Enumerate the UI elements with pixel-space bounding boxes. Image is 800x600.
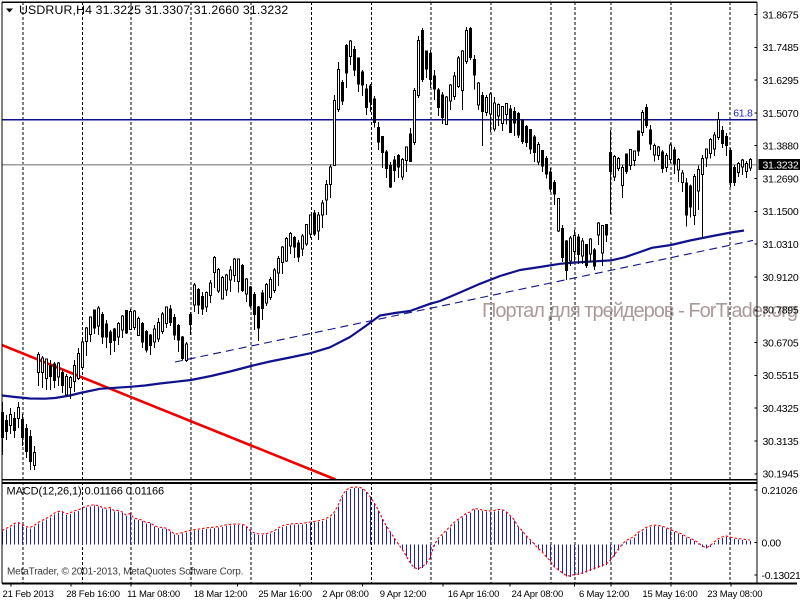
- svg-text:30.6705: 30.6705: [763, 337, 799, 349]
- svg-text:2 Apr 08:00: 2 Apr 08:00: [322, 589, 368, 600]
- svg-text:USDRUR,H4 31.3225 31.3307 31.: USDRUR,H4 31.3225 31.3307 31.2660 31.323…: [19, 3, 288, 17]
- svg-text:31.3232: 31.3232: [763, 159, 799, 171]
- svg-text:Портал для трейдеров - ForTrad: Портал для трейдеров - ForTrader.org: [482, 300, 798, 322]
- svg-text:31.3880: 31.3880: [763, 141, 799, 153]
- svg-text:31.0310: 31.0310: [763, 239, 799, 251]
- svg-text:30.5515: 30.5515: [763, 370, 799, 382]
- svg-text:25 Mar 16:00: 25 Mar 16:00: [258, 589, 312, 600]
- svg-text:31.8675: 31.8675: [763, 9, 799, 21]
- svg-text:31.5070: 31.5070: [763, 108, 799, 120]
- svg-text:23 May 08:00: 23 May 08:00: [707, 589, 762, 600]
- svg-text:61.8: 61.8: [733, 108, 753, 120]
- svg-text:30.4325: 30.4325: [763, 403, 799, 415]
- svg-text:30.7895: 30.7895: [763, 305, 799, 317]
- svg-text:0.21026: 0.21026: [762, 485, 798, 497]
- svg-text:21 Feb 2013: 21 Feb 2013: [3, 589, 54, 600]
- svg-text:15 May 16:00: 15 May 16:00: [642, 589, 697, 600]
- svg-text:6 May 12:00: 6 May 12:00: [579, 589, 629, 600]
- svg-text:31.6295: 31.6295: [763, 75, 799, 87]
- svg-text:0.00: 0.00: [762, 538, 782, 550]
- svg-text:9 Apr 12:00: 9 Apr 12:00: [380, 589, 426, 600]
- svg-text:28 Feb 16:00: 28 Feb 16:00: [66, 589, 120, 600]
- svg-text:18 Mar 12:00: 18 Mar 12:00: [194, 589, 248, 600]
- svg-text:31.7485: 31.7485: [763, 42, 799, 54]
- svg-text:16 Apr 16:00: 16 Apr 16:00: [448, 589, 499, 600]
- svg-text:24 Apr 08:00: 24 Apr 08:00: [512, 589, 563, 600]
- svg-text:31.2690: 31.2690: [763, 173, 799, 185]
- svg-text:30.1945: 30.1945: [763, 469, 799, 481]
- svg-text:31.1500: 31.1500: [763, 206, 799, 218]
- svg-text:-0.13021: -0.13021: [762, 570, 800, 582]
- svg-text:MetaTrader, © 2001-2013, MetaQ: MetaTrader, © 2001-2013, MetaQuotes Soft…: [7, 567, 243, 578]
- svg-text:MACD(12,26,1) 0.01166 0.01166: MACD(12,26,1) 0.01166 0.01166: [7, 486, 165, 498]
- svg-text:11 Mar 08:00: 11 Mar 08:00: [127, 589, 180, 600]
- svg-text:30.3135: 30.3135: [763, 436, 799, 448]
- svg-text:30.9120: 30.9120: [763, 272, 799, 284]
